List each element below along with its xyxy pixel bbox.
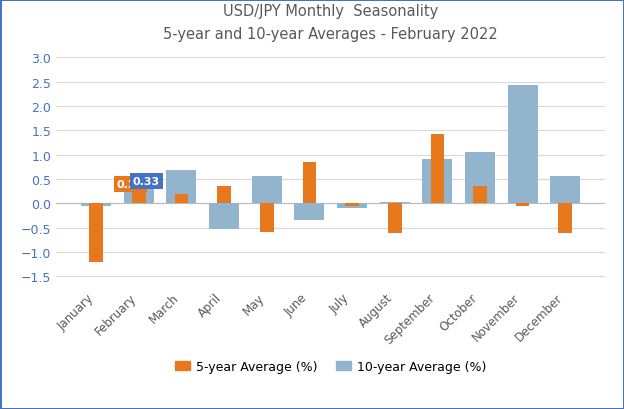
Bar xyxy=(388,204,401,234)
Bar xyxy=(345,204,359,206)
Bar xyxy=(473,187,487,204)
Bar xyxy=(422,160,452,204)
Bar xyxy=(260,204,273,233)
Bar xyxy=(295,204,324,221)
Bar xyxy=(167,171,197,204)
Bar xyxy=(251,177,282,204)
Bar xyxy=(550,177,580,204)
Bar xyxy=(431,135,444,204)
Title: USD/JPY Monthly  Seasonality
5-year and 10-year Averages - February 2022: USD/JPY Monthly Seasonality 5-year and 1… xyxy=(163,4,498,42)
Bar xyxy=(558,204,572,234)
Bar xyxy=(81,204,111,206)
Bar xyxy=(337,204,367,209)
Text: 0.27: 0.27 xyxy=(117,180,144,190)
Bar xyxy=(465,153,495,204)
Legend: 5-year Average (%), 10-year Average (%): 5-year Average (%), 10-year Average (%) xyxy=(170,355,492,378)
Bar xyxy=(516,204,530,206)
Bar xyxy=(379,203,410,204)
Bar xyxy=(89,204,103,262)
Bar xyxy=(124,188,154,204)
Bar xyxy=(132,191,145,204)
Bar xyxy=(209,204,239,229)
Text: 0.33: 0.33 xyxy=(133,177,160,187)
Bar xyxy=(217,187,231,204)
Bar xyxy=(175,195,188,204)
Bar xyxy=(303,162,316,204)
Bar xyxy=(508,86,538,204)
